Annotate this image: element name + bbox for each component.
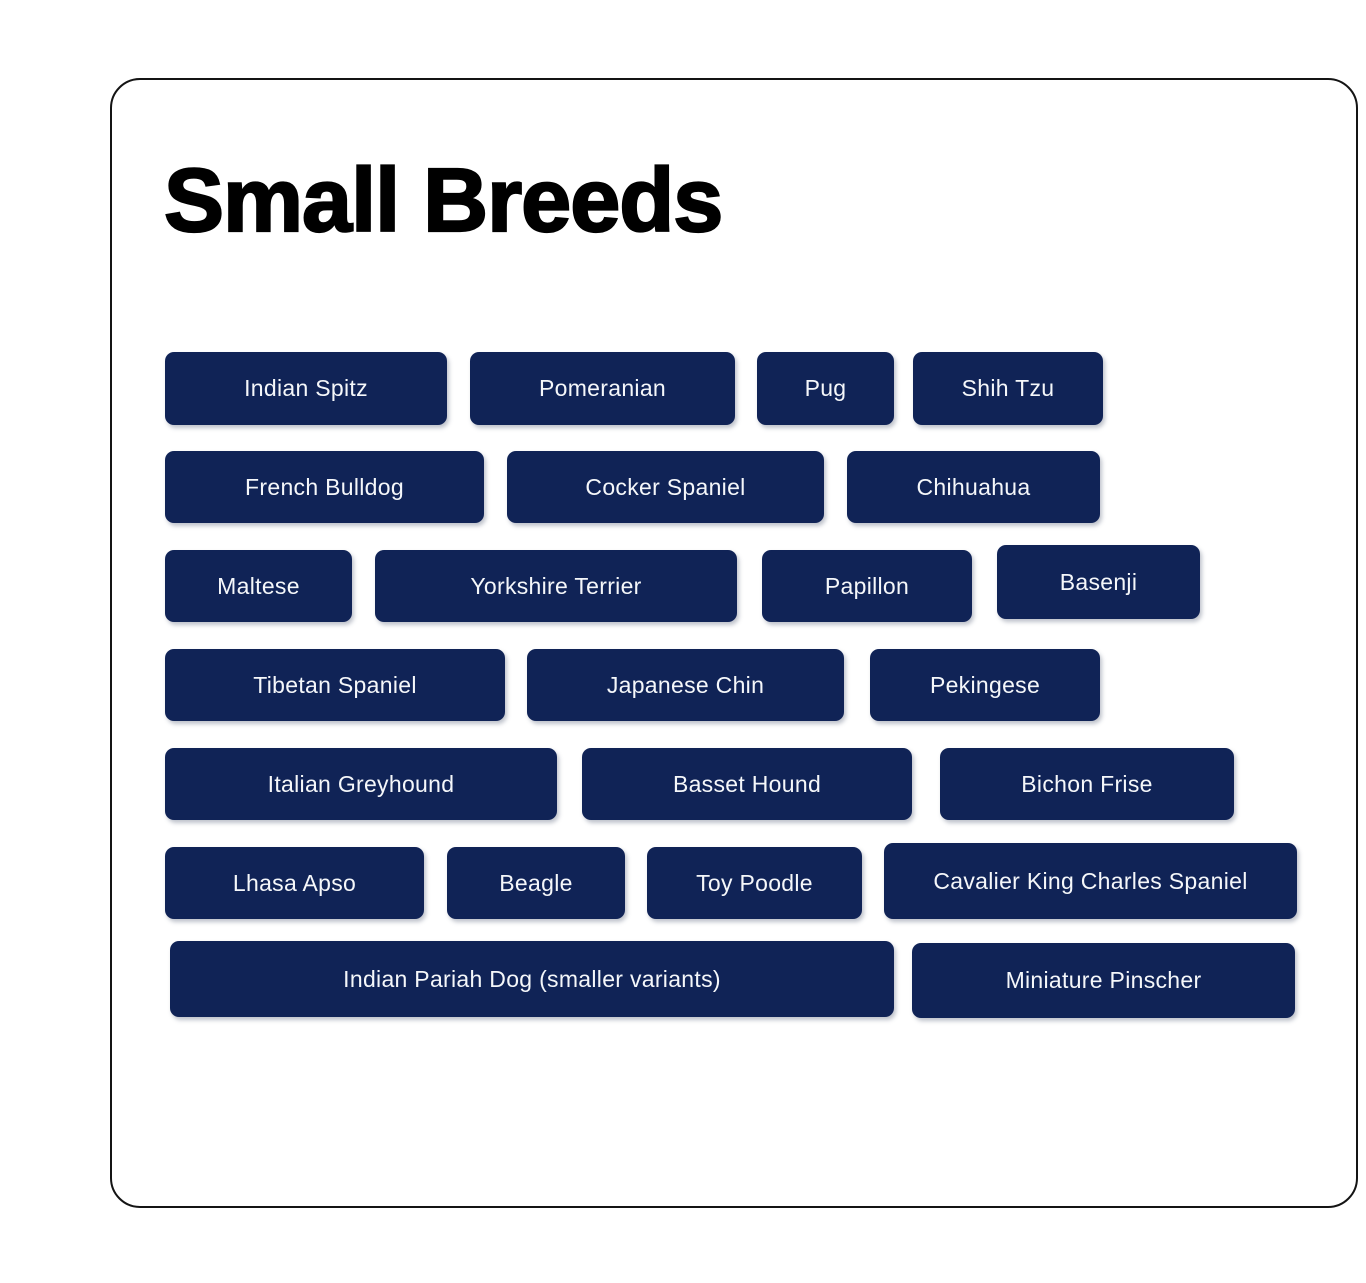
page-title: Small Breeds	[163, 151, 724, 251]
breed-chip-cavalier-king-charles-spaniel[interactable]: Cavalier King Charles Spaniel	[884, 843, 1297, 919]
breed-chip-cocker-spaniel[interactable]: Cocker Spaniel	[507, 451, 824, 523]
breed-chip-indian-spitz[interactable]: Indian Spitz	[165, 352, 447, 425]
breed-chip-chihuahua[interactable]: Chihuahua	[847, 451, 1100, 523]
breed-chip-lhasa-apso[interactable]: Lhasa Apso	[165, 847, 424, 919]
breed-chip-basset-hound[interactable]: Basset Hound	[582, 748, 912, 820]
breed-chip-maltese[interactable]: Maltese	[165, 550, 352, 622]
breed-chip-french-bulldog[interactable]: French Bulldog	[165, 451, 484, 523]
breed-chip-toy-poodle[interactable]: Toy Poodle	[647, 847, 862, 919]
small-breeds-card: Small Breeds Indian Spitz Pomeranian Pug…	[110, 78, 1358, 1208]
breed-chip-pomeranian[interactable]: Pomeranian	[470, 352, 735, 425]
breed-chip-bichon-frise[interactable]: Bichon Frise	[940, 748, 1234, 820]
breed-chip-beagle[interactable]: Beagle	[447, 847, 625, 919]
breed-chip-japanese-chin[interactable]: Japanese Chin	[527, 649, 844, 721]
breed-chip-pug[interactable]: Pug	[757, 352, 894, 425]
breed-chip-italian-greyhound[interactable]: Italian Greyhound	[165, 748, 557, 820]
breed-chip-shih-tzu[interactable]: Shih Tzu	[913, 352, 1103, 425]
breed-chip-pekingese[interactable]: Pekingese	[870, 649, 1100, 721]
breed-chip-indian-pariah-dog[interactable]: Indian Pariah Dog (smaller variants)	[170, 941, 894, 1017]
breed-chip-miniature-pinscher[interactable]: Miniature Pinscher	[912, 943, 1295, 1018]
breed-chip-tibetan-spaniel[interactable]: Tibetan Spaniel	[165, 649, 505, 721]
breed-chip-basenji[interactable]: Basenji	[997, 545, 1200, 619]
breed-chip-yorkshire-terrier[interactable]: Yorkshire Terrier	[375, 550, 737, 622]
breed-chip-papillon[interactable]: Papillon	[762, 550, 972, 622]
